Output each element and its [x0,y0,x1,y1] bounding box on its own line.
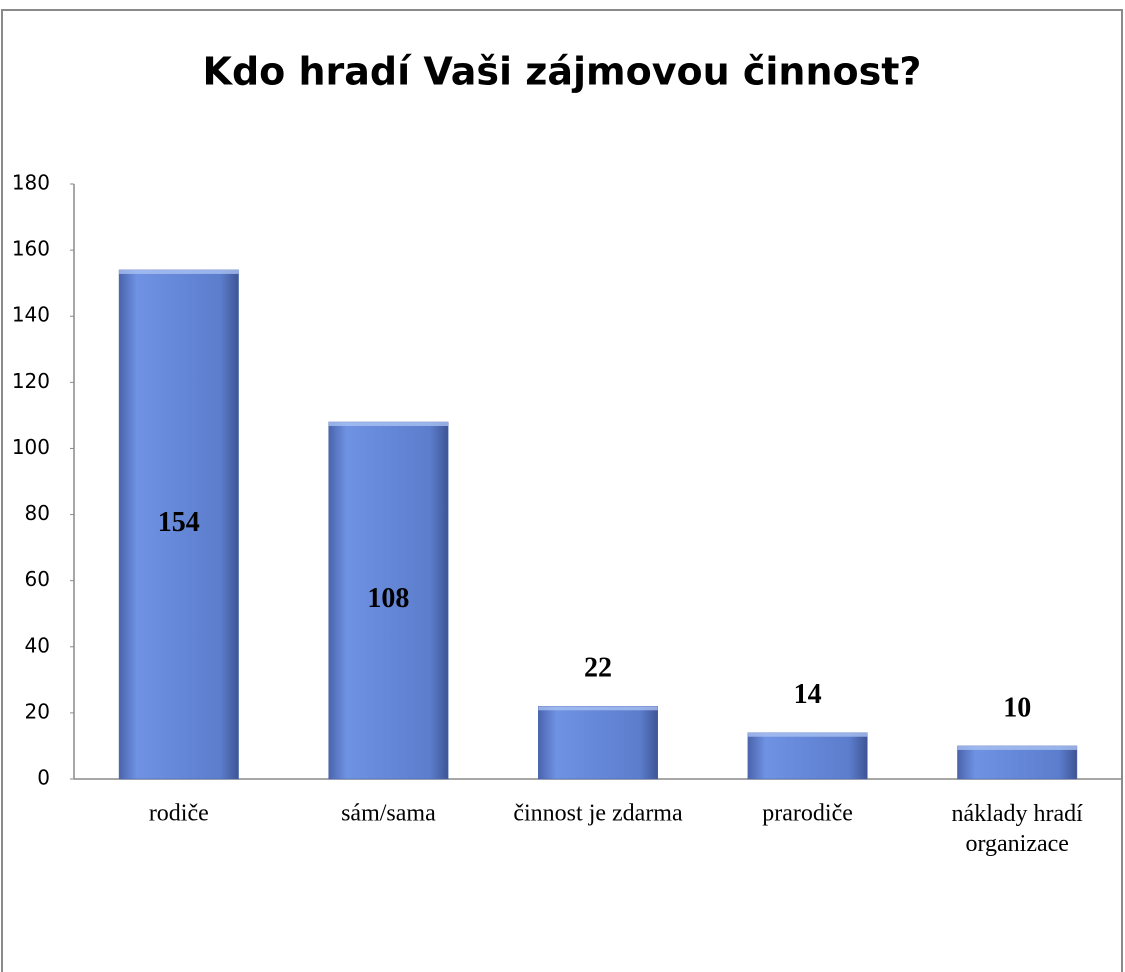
x-tick-label: činnost je zdarma [513,801,683,827]
bar [538,706,658,780]
data-label: 14 [794,679,822,710]
frame [1,9,1123,972]
data-label: 10 [1003,692,1031,723]
y-tick-label: 140 [12,303,50,327]
y-tick-label: 20 [25,699,50,723]
bar [957,745,1078,780]
bar [747,732,868,780]
x-tick-label: prarodiče [762,801,853,827]
bar-highlight [957,745,1077,750]
bar [328,421,449,780]
bar-highlight [328,422,449,426]
y-tick-label: 180 [12,171,50,195]
data-label: 22 [584,653,612,684]
data-label: 154 [158,507,200,538]
y-tick-label: 80 [25,501,50,525]
y-tick-label: 0 [37,766,50,790]
x-tick-label: sám/sama [341,801,436,827]
y-tick-label: 40 [25,633,50,657]
bar [118,269,239,780]
bar-highlight [747,732,868,737]
y-tick-label: 60 [25,567,50,591]
bar-highlight [538,706,658,711]
y-tick-label: 120 [12,369,50,393]
bar-highlight [119,269,239,274]
y-tick-label: 160 [12,237,50,261]
x-tick-label: náklady hradí organizace [952,801,1084,857]
x-tick-label: rodiče [149,801,209,827]
y-tick-label: 100 [12,435,50,459]
data-label: 108 [367,583,409,614]
chart-title: Kdo hradí Vaši zájmovou činnost? [203,50,922,94]
